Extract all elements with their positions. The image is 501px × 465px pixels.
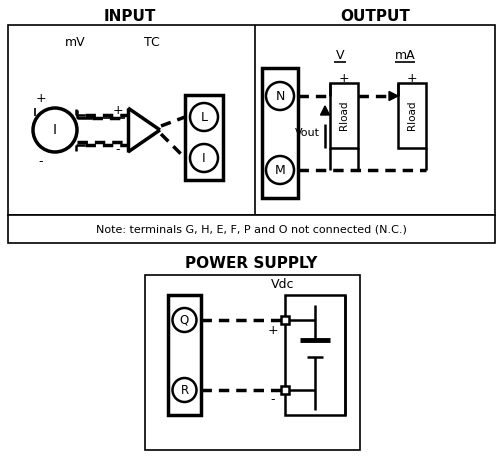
Text: I: I — [202, 152, 205, 165]
Circle shape — [189, 144, 217, 172]
Bar — [285, 295, 344, 415]
Text: -: - — [116, 144, 120, 157]
Bar — [145, 275, 359, 450]
Text: Note: terminals G, H, E, F, P and O not connected (N.C.): Note: terminals G, H, E, F, P and O not … — [96, 224, 406, 234]
Circle shape — [189, 103, 217, 131]
Bar — [262, 68, 298, 198]
Text: M: M — [274, 164, 285, 177]
Text: TC: TC — [144, 35, 159, 48]
Circle shape — [33, 108, 77, 152]
Bar — [281, 386, 289, 394]
Text: R: R — [180, 384, 188, 397]
Circle shape — [172, 378, 196, 402]
Text: I: I — [53, 123, 57, 137]
Text: OUTPUT: OUTPUT — [339, 8, 409, 24]
Bar — [185, 95, 222, 180]
Bar — [168, 295, 200, 415]
Polygon shape — [388, 92, 397, 100]
Bar — [329, 83, 357, 148]
Text: +: + — [36, 92, 46, 105]
Text: Q: Q — [179, 313, 189, 326]
Text: -: - — [39, 155, 43, 168]
Bar — [8, 25, 494, 215]
Bar — [281, 316, 289, 324]
Text: POWER SUPPLY: POWER SUPPLY — [184, 255, 317, 271]
Text: L: L — [200, 111, 207, 124]
Text: +: + — [406, 72, 416, 85]
Text: +: + — [112, 104, 123, 117]
Bar — [397, 83, 425, 148]
Text: V: V — [335, 48, 344, 61]
Bar — [8, 215, 494, 243]
Circle shape — [266, 82, 294, 110]
Text: mV: mV — [65, 35, 85, 48]
Circle shape — [266, 156, 294, 184]
Polygon shape — [320, 106, 329, 115]
Text: mA: mA — [394, 48, 414, 61]
Circle shape — [172, 308, 196, 332]
Text: +: + — [267, 324, 278, 337]
Text: Vdc: Vdc — [271, 279, 294, 292]
Text: -: - — [270, 393, 275, 406]
Text: Rload: Rload — [406, 101, 416, 130]
Text: +: + — [338, 72, 349, 85]
Text: INPUT: INPUT — [104, 8, 156, 24]
Text: Vout: Vout — [295, 128, 319, 138]
Text: Rload: Rload — [338, 101, 348, 130]
Text: N: N — [275, 89, 284, 102]
